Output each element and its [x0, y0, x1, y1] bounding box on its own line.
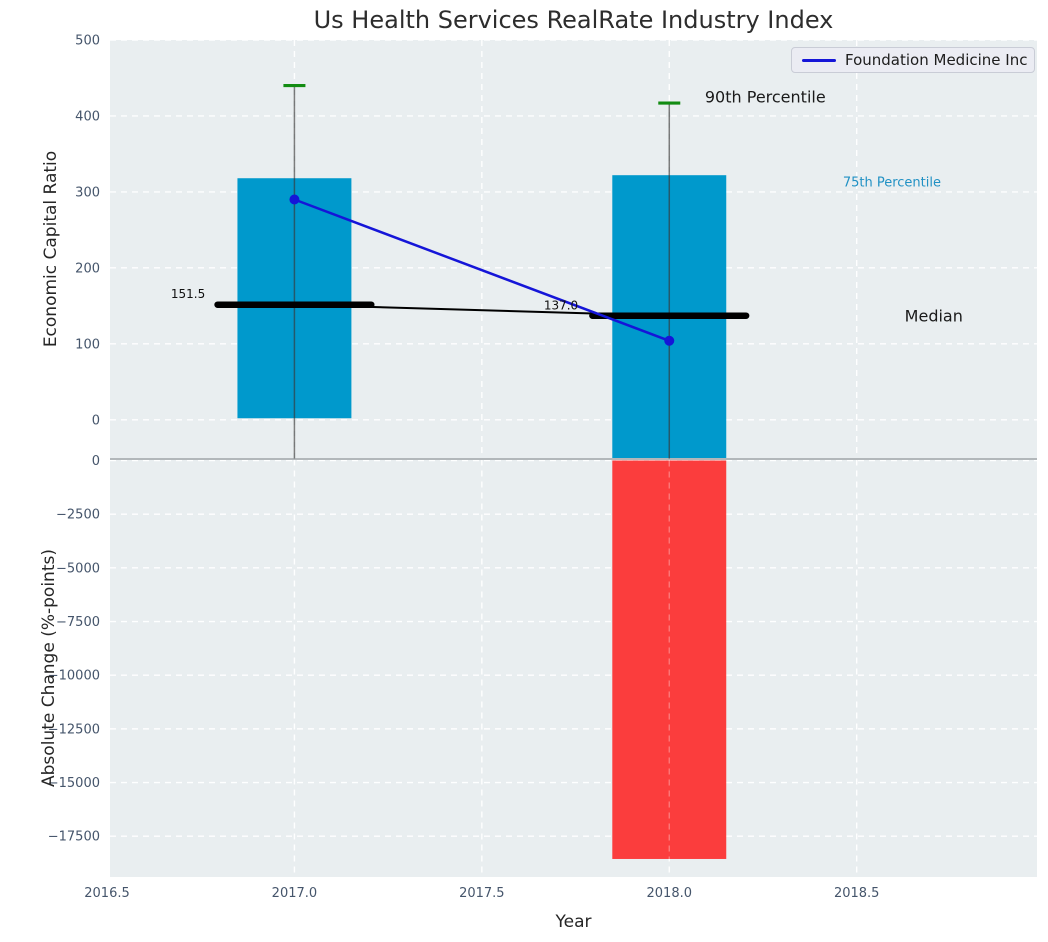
ytick-label: 100 [75, 337, 100, 352]
ytick-label: 0 [92, 454, 100, 469]
ytick-label: −10000 [48, 669, 100, 684]
median-value-label-2017: 151.5 [171, 287, 205, 301]
ytick-label: 400 [75, 109, 100, 124]
ylabel-bottom: Absolute Change (%-points) [39, 549, 59, 787]
axes-bottom [110, 459, 1037, 877]
company-series-line [293, 198, 670, 342]
ytick-label: −2500 [56, 508, 100, 523]
legend-line-sample [802, 58, 836, 62]
chart-title: Us Health Services RealRate Industry Ind… [313, 6, 834, 34]
ytick-label: −17500 [48, 830, 100, 845]
xtick-label: 2016.5 [84, 886, 130, 901]
xtick-label: 2017.0 [272, 886, 318, 901]
label-median: Median [905, 307, 963, 326]
ylabel-top: Economic Capital Ratio [41, 150, 61, 348]
ytick-label: −12500 [48, 722, 100, 737]
ytick-label: 300 [75, 185, 100, 200]
xlabel: Year [555, 912, 592, 932]
ytick-label: 500 [75, 34, 100, 49]
label-90th-percentile: 90th Percentile [705, 88, 826, 107]
label-75th-percentile: 75th Percentile [843, 176, 941, 191]
xtick-label: 2018.0 [647, 886, 693, 901]
legend: Foundation Medicine Inc [791, 47, 1035, 73]
absolute-change-bar-2018 [612, 460, 727, 859]
xtick-label: 2017.5 [459, 886, 505, 901]
xtick-label: 2018.5 [834, 886, 880, 901]
legend-label: Foundation Medicine Inc [845, 51, 1028, 69]
median-value-label-2018: 137.0 [544, 298, 578, 312]
company-series-marker [289, 194, 300, 205]
ytick-label: 0 [92, 413, 100, 428]
ytick-label: −15000 [48, 776, 100, 791]
company-series-marker [664, 335, 675, 346]
ytick-label: 200 [75, 261, 100, 276]
ytick-label: −5000 [56, 561, 100, 576]
ytick-label: −7500 [56, 615, 100, 630]
